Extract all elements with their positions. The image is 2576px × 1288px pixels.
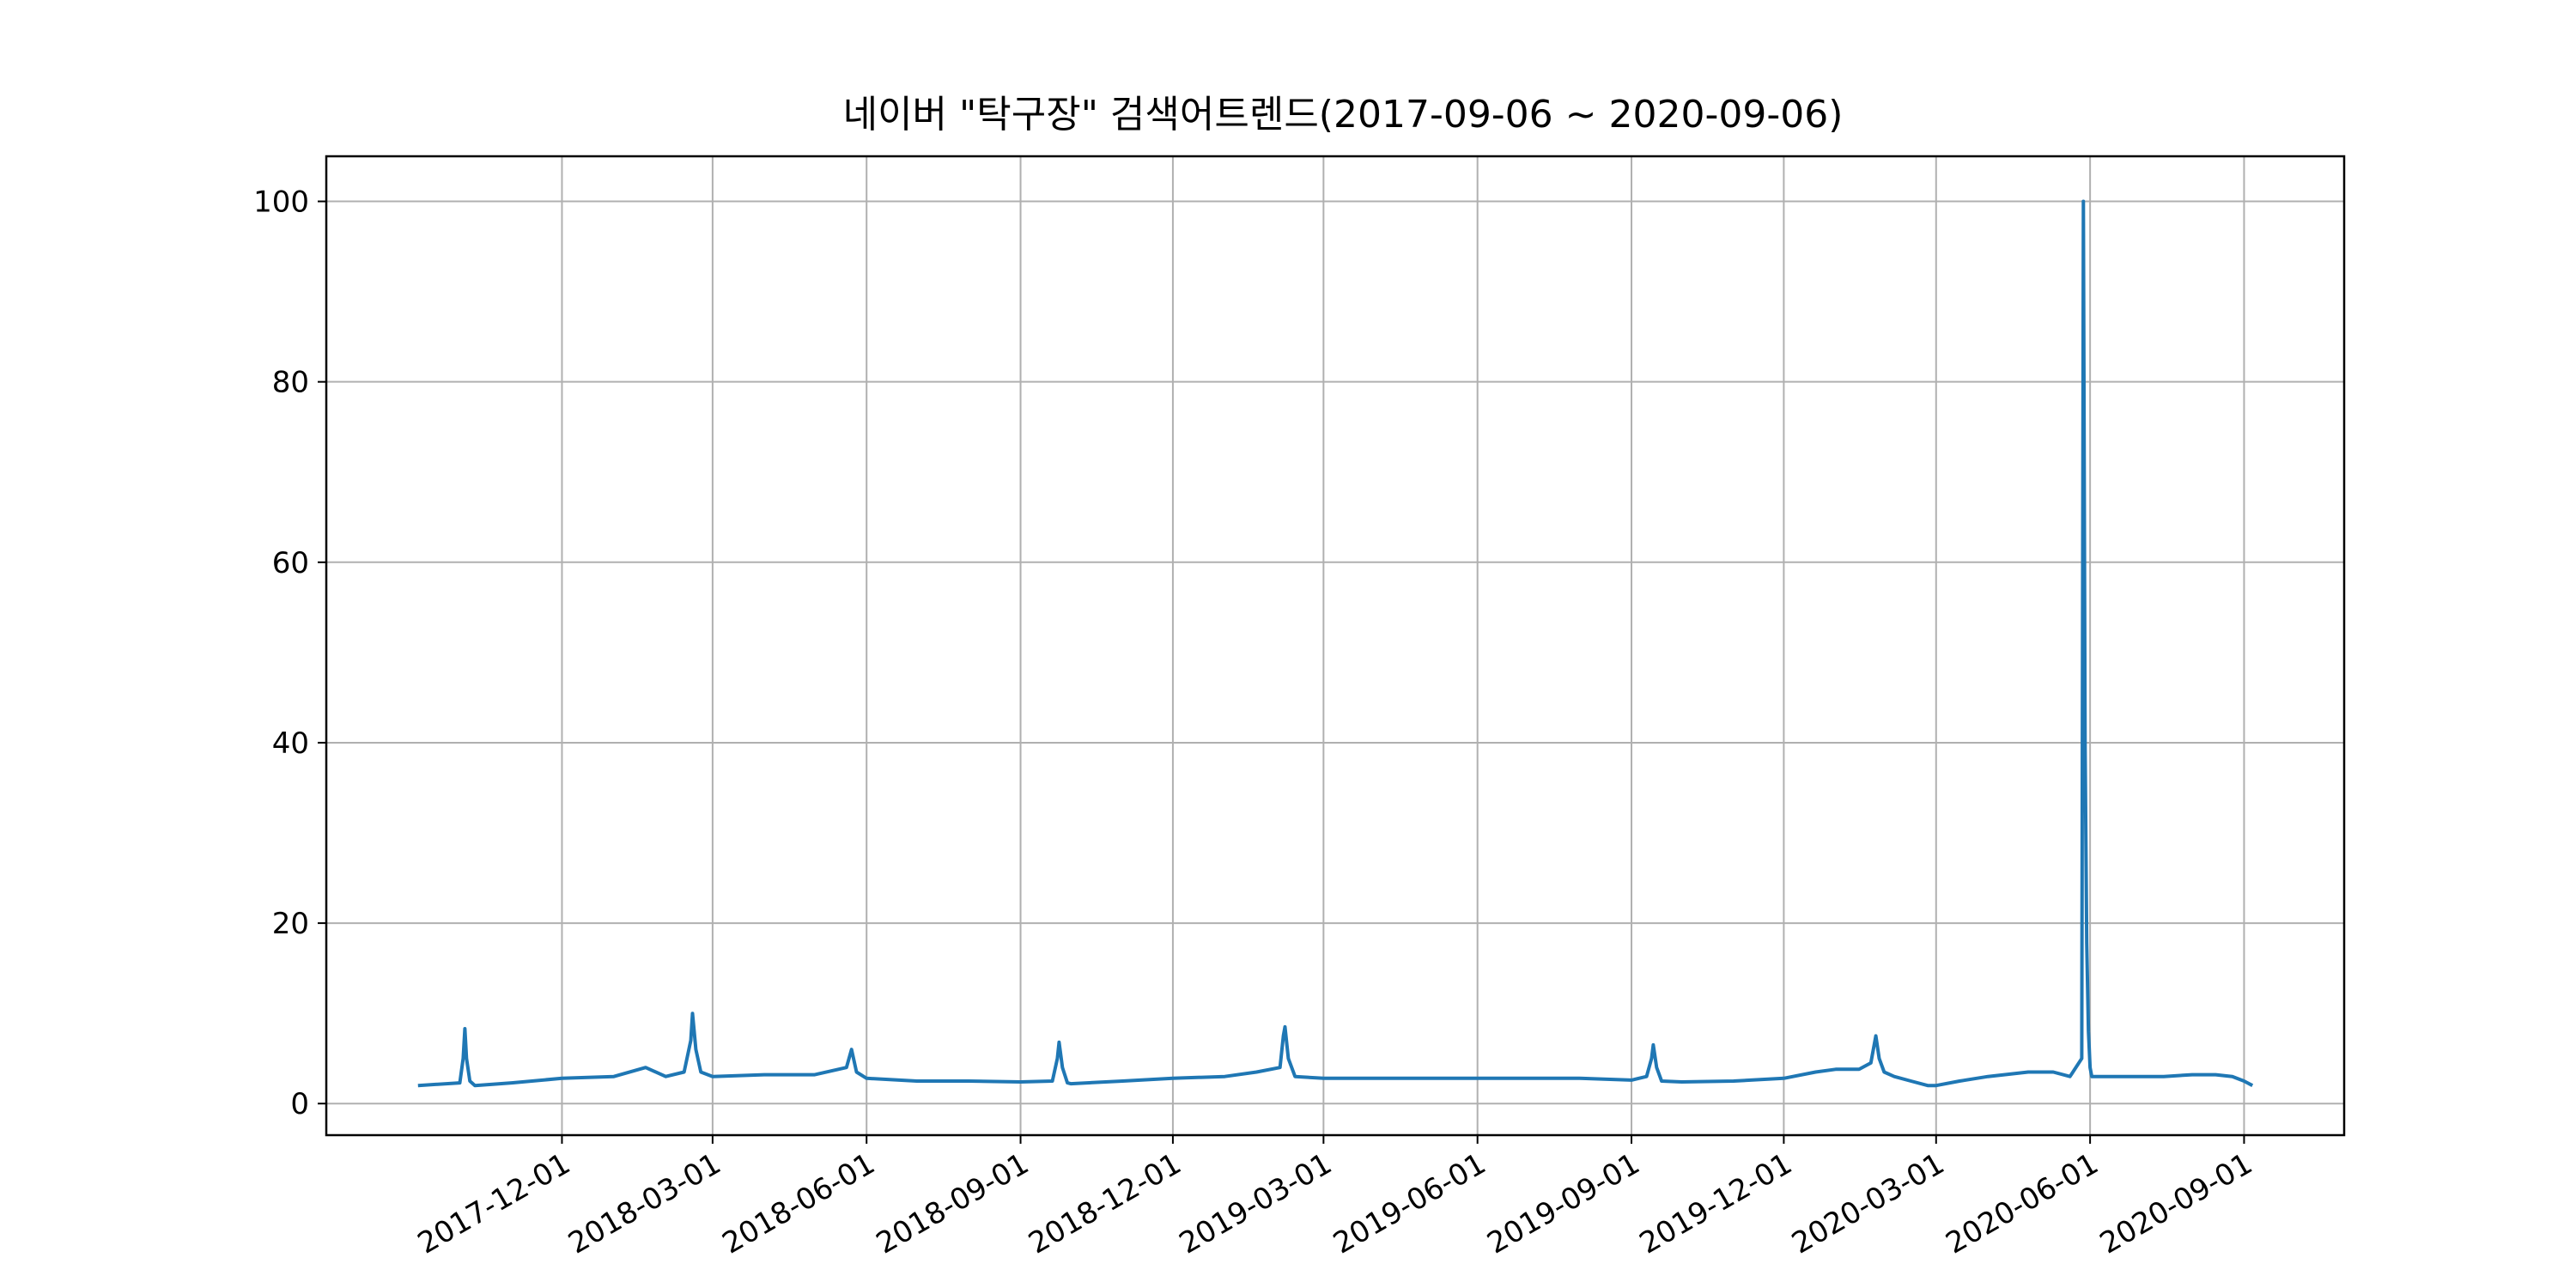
x-tick-label: 2019-12-01 [1634, 1146, 1798, 1261]
x-tick-label: 2018-12-01 [1023, 1146, 1187, 1261]
x-tick-label: 2018-06-01 [717, 1146, 881, 1261]
y-tick-label: 100 [253, 185, 309, 220]
x-tick-label: 2020-03-01 [1786, 1146, 1950, 1261]
x-tick-label: 2019-03-01 [1174, 1146, 1338, 1261]
y-tick-label: 20 [272, 907, 309, 941]
x-tick-label: 2017-12-01 [412, 1146, 576, 1261]
y-tick-label: 0 [290, 1087, 309, 1121]
x-tick-label: 2019-09-01 [1481, 1146, 1645, 1261]
x-tick-label: 2018-09-01 [871, 1146, 1035, 1261]
x-tick-label: 2019-06-01 [1327, 1146, 1492, 1261]
y-tick-label: 60 [272, 546, 309, 580]
x-tick-label: 2020-06-01 [1940, 1146, 2104, 1261]
axis-ticks: 2017-12-012018-03-012018-06-012018-09-01… [253, 185, 2258, 1261]
y-tick-label: 40 [272, 726, 309, 761]
series-line [417, 199, 2254, 1088]
x-tick-label: 2018-03-01 [562, 1146, 726, 1261]
series-layer [417, 199, 2254, 1088]
chart-title: 네이버 "탁구장" 검색어트렌드(2017-09-06 ~ 2020-09-06… [843, 93, 1844, 137]
y-tick-label: 80 [272, 366, 309, 400]
plot-area-frame [325, 155, 2346, 1137]
x-tick-label: 2020-09-01 [2094, 1146, 2258, 1261]
grid-lines [326, 156, 2344, 1135]
